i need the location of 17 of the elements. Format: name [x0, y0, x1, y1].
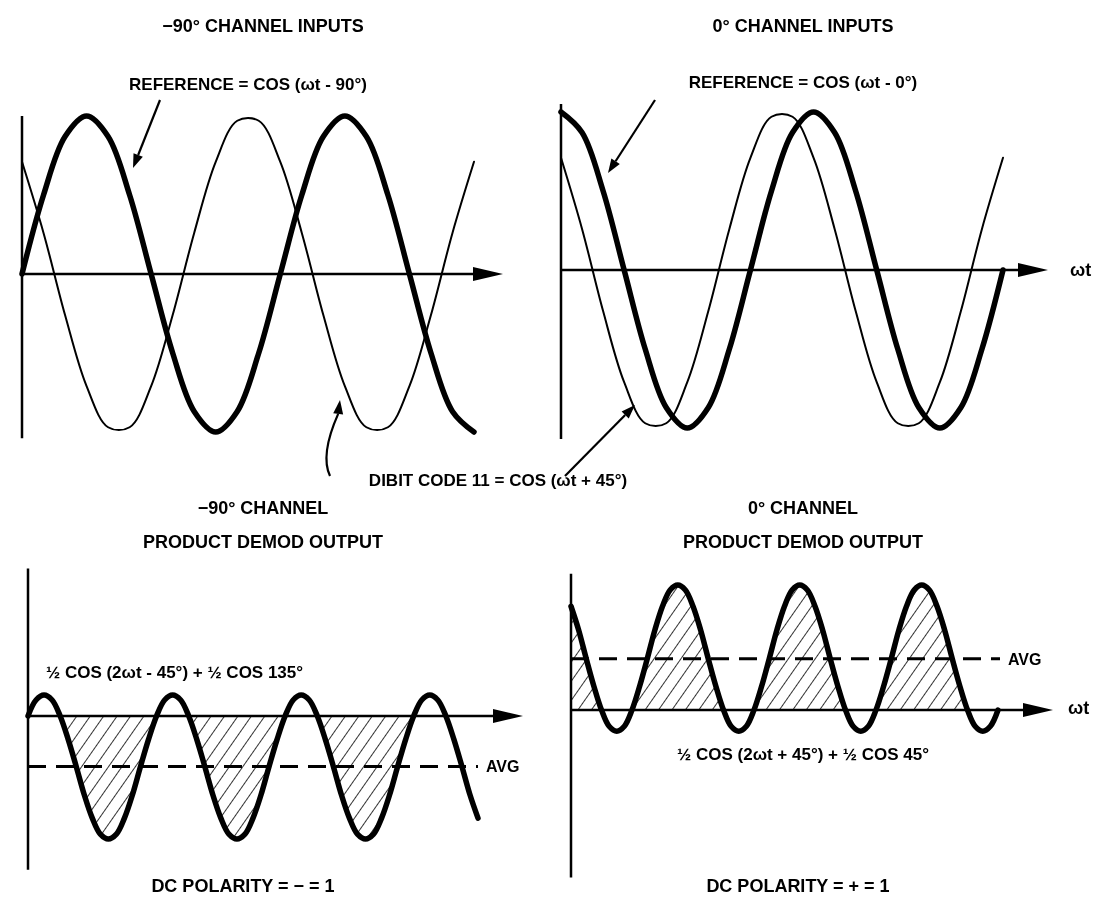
chart-title: −90° CHANNEL: [197, 498, 329, 518]
x-axis-title: ωt: [1070, 260, 1092, 280]
ref-line-label: AVG: [486, 758, 520, 776]
chart-title: −90° CHANNEL INPUTS: [162, 16, 364, 36]
series-label: REFERENCE = COS (ωt - 0°): [688, 73, 918, 92]
series-label: REFERENCE = COS (ωt - 90°): [129, 75, 367, 94]
ref-line-label: AVG: [1008, 650, 1042, 668]
chart-title: 0° CHANNEL: [747, 498, 859, 518]
chart-title: 0° CHANNEL INPUTS: [712, 16, 894, 36]
chart-subtitle: PRODUCT DEMOD OUTPUT: [683, 532, 923, 552]
series-label: ½ COS (2ωt - 45°) + ½ COS 135°: [46, 663, 304, 682]
text: DC POLARITY = + = 1: [706, 876, 890, 896]
text: DC POLARITY = − = 1: [151, 876, 335, 896]
text: DIBIT CODE 11 = COS (ωt + 45°): [368, 471, 628, 490]
text: ½ COS (2ωt + 45°) + ½ COS 45°: [677, 745, 930, 764]
x-axis-title: ωt: [1068, 698, 1090, 718]
chart-subtitle: PRODUCT DEMOD OUTPUT: [143, 532, 383, 552]
